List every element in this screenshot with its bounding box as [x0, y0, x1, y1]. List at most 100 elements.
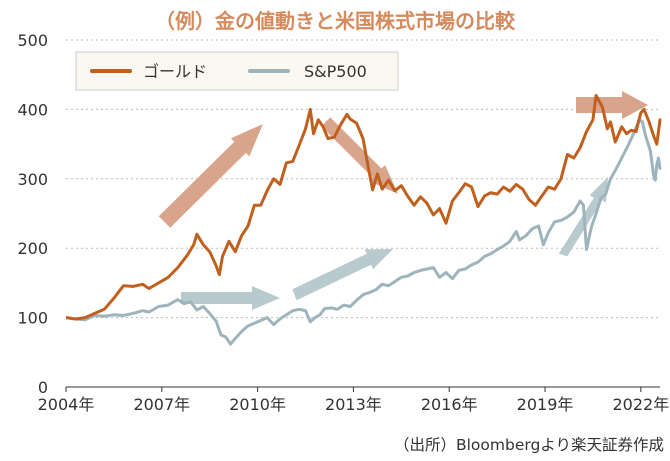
sp500-data-point [299, 309, 300, 310]
gold-data-point [280, 184, 281, 185]
sp500-data-point [142, 310, 143, 311]
x-tick-label: 2013年 [325, 395, 382, 414]
gold-data-point [313, 133, 314, 134]
sp500-data-point [324, 308, 325, 309]
sp500-data-point [230, 344, 231, 345]
gold-data-point [168, 277, 169, 278]
gold-data-point [363, 138, 364, 139]
y-tick-label: 100 [17, 309, 48, 328]
gold-data-point [656, 144, 657, 145]
sp500-series-line [66, 118, 662, 346]
sp500-data-point [525, 235, 526, 236]
sp500-data-point [642, 121, 643, 122]
gold-data-point [535, 205, 536, 206]
gold-data-point [660, 119, 661, 120]
sp500-data-point [190, 301, 191, 302]
gold-data-point [478, 206, 479, 207]
sp500-data-point [543, 244, 544, 245]
gold-data-point [541, 196, 542, 197]
gold-data-point [607, 128, 608, 129]
sp500-data-point [310, 321, 311, 322]
gold-data-point [216, 265, 217, 266]
gold-data-point [602, 107, 603, 108]
gold-data-point [648, 121, 649, 122]
sp500-data-point [267, 317, 268, 318]
sp500-data-point [292, 310, 293, 311]
gold-data-point [653, 135, 654, 136]
gold-data-point [142, 284, 143, 285]
sp500-data-point [168, 305, 169, 306]
gold-data-point [334, 137, 335, 138]
sp500-data-point [407, 276, 408, 277]
gold-data-point [382, 189, 383, 190]
gold-data-point [94, 313, 95, 314]
sp500-data-point [196, 310, 197, 311]
sp500-data-point [225, 337, 226, 338]
gold-data-point [66, 317, 67, 318]
gold-data-point [561, 178, 562, 179]
gold-data-point [631, 130, 632, 131]
legend-sp500-label: S&P500 [304, 62, 367, 81]
sp500-data-point [420, 270, 421, 271]
gold-data-point [554, 189, 555, 190]
gold-data-point [388, 180, 389, 181]
sp500-data-point [446, 272, 447, 273]
sp500-data-point [133, 313, 134, 314]
sp500-data-point [610, 178, 611, 179]
sp500-data-point [621, 158, 622, 159]
gold-data-point [209, 251, 210, 252]
gold-data-point [254, 205, 255, 206]
gold-data-point [248, 226, 249, 227]
sp500-uptrend-arrow [292, 249, 393, 301]
sp500-data-point [583, 205, 584, 206]
gold-data-point [426, 203, 427, 204]
gold-data-point [497, 194, 498, 195]
gold-data-point [503, 187, 504, 188]
sp500-data-point [645, 135, 646, 136]
gold-data-point [580, 147, 581, 148]
gold-data-point [222, 256, 223, 257]
gold-data-point [640, 112, 641, 113]
gold-data-point [465, 183, 466, 184]
gold-data-point [149, 288, 150, 289]
x-tick-label: 2016年 [421, 395, 478, 414]
sp500-data-point [343, 305, 344, 306]
gold-data-point [644, 109, 645, 110]
gold-data-point [305, 128, 306, 129]
chart-title: （例）金の値動きと米国株式市場の比較 [155, 9, 516, 33]
sp500-data-point [363, 294, 364, 295]
gold-data-point [113, 298, 114, 299]
sp500-data-point [158, 306, 159, 307]
gold-data-point [509, 191, 510, 192]
gold-data-point [592, 119, 593, 120]
gold-data-point [621, 126, 622, 127]
sp500-data-point [305, 310, 306, 311]
sp500-data-point [184, 303, 185, 304]
gold-data-point [196, 234, 197, 235]
gold-data-point [452, 201, 453, 202]
sp500-data-point [149, 312, 150, 313]
gold-data-point [626, 133, 627, 134]
sp500-data-point [375, 289, 376, 290]
gold-data-point [203, 244, 204, 245]
x-tick-label: 2022年 [612, 395, 669, 414]
gold-data-point [610, 121, 611, 122]
sp500-data-point [471, 264, 472, 265]
sp500-data-point [519, 239, 520, 240]
series-lines [66, 94, 662, 346]
gold-data-point [241, 235, 242, 236]
y-tick-label: 200 [17, 239, 48, 258]
sp500-data-point [369, 292, 370, 293]
gold-data-point [401, 185, 402, 186]
sp500-data-point [653, 175, 654, 176]
gold-data-point [596, 95, 597, 96]
gold-data-point [522, 189, 523, 190]
sp500-data-point [254, 323, 255, 324]
sp500-data-point [655, 180, 656, 181]
gold-data-point [219, 274, 220, 275]
sp500-data-point [458, 270, 459, 271]
gold-data-point [123, 285, 124, 286]
sp500-data-point [123, 315, 124, 316]
sp500-data-point [104, 316, 105, 317]
